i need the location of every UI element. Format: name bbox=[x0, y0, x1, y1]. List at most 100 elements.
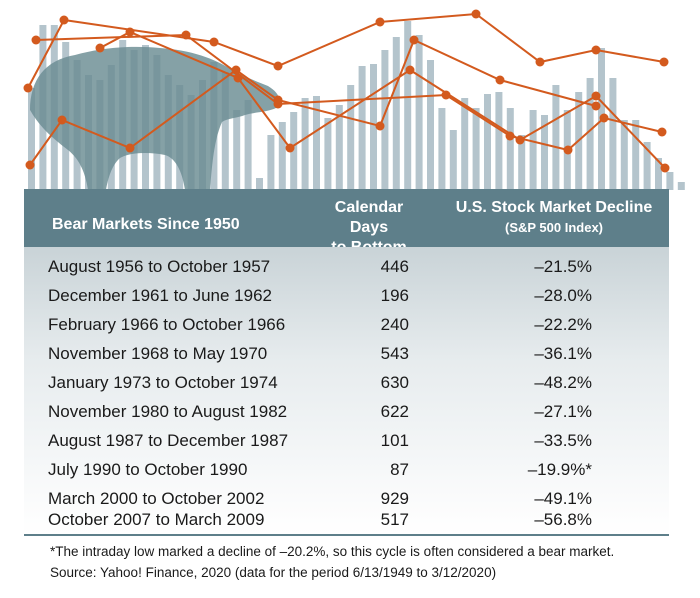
decline-cell: –36.1% bbox=[534, 344, 592, 363]
days-cell: 630 bbox=[380, 373, 409, 392]
header-calendar-days-line1: Calendar Days bbox=[334, 199, 404, 236]
decorative-bar bbox=[495, 92, 503, 190]
decorative-dot bbox=[405, 65, 415, 75]
decorative-bar bbox=[541, 115, 548, 190]
decorative-dot bbox=[660, 163, 670, 173]
days-cell: 101 bbox=[380, 431, 409, 450]
table-row: August 1987 to December 1987 101 –33.5% bbox=[24, 426, 669, 455]
decorative-bar bbox=[643, 142, 651, 190]
period-cell: July 1990 to October 1990 bbox=[48, 460, 248, 479]
decorative-bar bbox=[632, 120, 640, 190]
decorative-bar bbox=[472, 108, 480, 190]
table-row: January 1973 to October 1974 630 –48.2% bbox=[24, 368, 669, 397]
period-cell: March 2000 to October 2002 bbox=[48, 489, 265, 508]
days-cell: 622 bbox=[380, 402, 409, 421]
decline-cell: –56.8% bbox=[534, 510, 592, 529]
decorative-dot bbox=[23, 83, 33, 93]
divider bbox=[24, 534, 669, 536]
period-cell: November 1980 to August 1982 bbox=[48, 402, 288, 421]
header-market-decline-line1: U.S. Stock Market Decline bbox=[455, 199, 653, 216]
decorative-line bbox=[35, 33, 663, 152]
footnote-text: *The intraday low marked a decline of –2… bbox=[50, 544, 615, 559]
period-cell: January 1973 to October 1974 bbox=[48, 373, 278, 392]
table-row: October 2007 to March 2009 517 –56.8% bbox=[24, 505, 669, 534]
decorative-dot bbox=[273, 99, 283, 109]
decorative-dot bbox=[273, 61, 283, 71]
decorative-dot bbox=[471, 9, 481, 19]
decorative-dot bbox=[535, 57, 545, 67]
table-row: August 1956 to October 1957 446 –21.5% bbox=[24, 252, 669, 281]
period-cell: November 1968 to May 1970 bbox=[48, 344, 268, 363]
decorative-bar bbox=[221, 72, 229, 190]
decorative-dot bbox=[209, 37, 219, 47]
bear-markets-table: August 1956 to October 1957 446 –21.5% D… bbox=[24, 247, 669, 534]
decorative-lines bbox=[23, 9, 670, 173]
period-cell: February 1966 to October 1966 bbox=[48, 315, 286, 334]
decorative-dot bbox=[563, 145, 573, 155]
decorative-dot bbox=[181, 30, 191, 40]
decorative-dot bbox=[409, 35, 419, 45]
days-cell: 517 bbox=[380, 510, 409, 529]
decorative-bar bbox=[427, 60, 434, 190]
days-cell: 929 bbox=[380, 489, 409, 508]
decorative-dot bbox=[441, 90, 451, 100]
decorative-bar bbox=[301, 98, 309, 190]
header-market-decline: U.S. Stock Market Decline (S&P 500 Index… bbox=[444, 198, 664, 238]
decorative-bar bbox=[278, 122, 286, 190]
decorative-bar bbox=[290, 112, 298, 190]
decorative-dot bbox=[495, 75, 505, 85]
days-cell: 446 bbox=[380, 257, 409, 276]
decorative-bar bbox=[529, 110, 537, 190]
decorative-dot bbox=[659, 57, 669, 67]
days-cell: 87 bbox=[390, 460, 409, 479]
decorative-dot bbox=[591, 45, 601, 55]
decorative-dot bbox=[231, 65, 241, 75]
decorative-bar bbox=[484, 94, 491, 190]
decorative-bar bbox=[404, 21, 412, 190]
decorative-dot bbox=[57, 115, 67, 125]
decorative-dot bbox=[233, 73, 243, 83]
table-row: March 2000 to October 2002 929 –49.1% bbox=[24, 484, 669, 513]
period-cell: August 1987 to December 1987 bbox=[48, 431, 289, 450]
days-cell: 543 bbox=[380, 344, 409, 363]
decorative-bar bbox=[449, 130, 457, 190]
table-row: November 1980 to August 1982 622 –27.1% bbox=[24, 397, 669, 426]
table-row: November 1968 to May 1970 543 –36.1% bbox=[24, 339, 669, 368]
decorative-bar bbox=[438, 108, 446, 190]
decline-cell: –48.2% bbox=[534, 373, 592, 392]
header-bear-markets: Bear Markets Since 1950 bbox=[52, 216, 240, 233]
decorative-line bbox=[99, 30, 666, 169]
decorative-bar bbox=[677, 182, 685, 190]
decorative-dot bbox=[285, 143, 295, 153]
decorative-dot bbox=[591, 91, 601, 101]
decorative-bar bbox=[506, 108, 514, 190]
decorative-dot bbox=[95, 43, 105, 53]
decorative-bar bbox=[233, 110, 241, 190]
decorative-bar bbox=[347, 85, 355, 190]
decorative-dot bbox=[31, 35, 41, 45]
decorative-bar bbox=[358, 66, 366, 190]
decline-cell: –33.5% bbox=[534, 431, 592, 450]
period-cell: October 2007 to March 2009 bbox=[48, 510, 265, 529]
days-cell: 240 bbox=[380, 315, 409, 334]
decorative-bear-chart-illustration bbox=[23, 9, 685, 190]
decorative-bar bbox=[244, 100, 252, 190]
decorative-bar bbox=[267, 135, 275, 190]
decline-cell: –19.9%* bbox=[527, 460, 592, 479]
decorative-dot bbox=[591, 101, 601, 111]
decorative-dot bbox=[59, 15, 69, 25]
period-cell: December 1961 to June 1962 bbox=[48, 286, 272, 305]
decorative-bar bbox=[370, 64, 377, 190]
decorative-bar bbox=[415, 35, 423, 190]
decorative-bar bbox=[28, 88, 35, 190]
decorative-bar bbox=[586, 78, 594, 190]
decorative-dot bbox=[599, 113, 609, 123]
decorative-bar bbox=[461, 98, 469, 190]
decorative-bar bbox=[666, 172, 674, 190]
decorative-dot bbox=[657, 127, 667, 137]
decorative-dot bbox=[505, 131, 515, 141]
decline-cell: –49.1% bbox=[534, 489, 592, 508]
table-row: December 1961 to June 1962 196 –28.0% bbox=[24, 281, 669, 310]
decorative-bar bbox=[620, 120, 628, 190]
decorative-dot bbox=[375, 121, 385, 131]
